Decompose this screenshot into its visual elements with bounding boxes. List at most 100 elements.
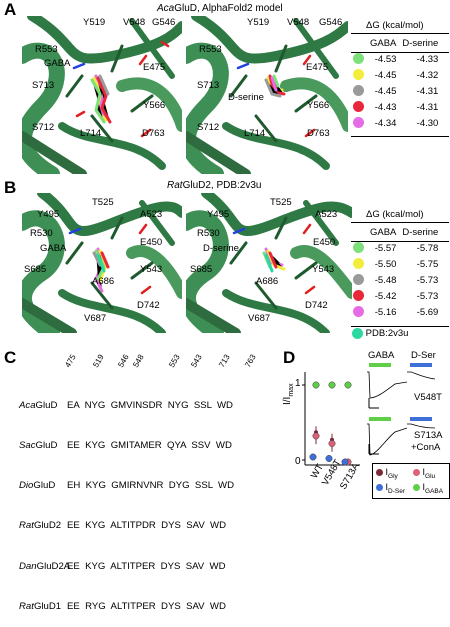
panel-a-left-label: GABA (44, 58, 71, 69)
data-point-id-ser (325, 455, 333, 462)
panel-a-left-label: Y566 (143, 100, 166, 111)
panel-a-right-label: D-serine (228, 92, 264, 103)
panel-a-title: AcaGluD, AlphaFold2 model (157, 3, 283, 14)
panel-b-left-label: D742 (137, 300, 160, 311)
position-label: 546 (116, 352, 131, 369)
panel-b-letter: B (4, 178, 17, 197)
panel-b-left-label: T525 (92, 197, 114, 208)
pdb-legend: PDB:2v3u (352, 328, 408, 339)
panel-a-right-label: G546 (319, 17, 343, 28)
panel-b-right-label: R530 (197, 228, 220, 239)
panel-a-dg-header: ΔG (kcal/mol) (366, 20, 424, 31)
legend-item: IGly (376, 467, 398, 480)
panel-b-left-label: Y495 (37, 209, 60, 220)
position-label: 543 (189, 352, 204, 369)
panel-a-right-label: L714 (244, 128, 266, 139)
color-dot (353, 69, 364, 81)
sequence-row: SacGluD EE KYG GMITAMER QYA SSV WD (19, 440, 232, 452)
current-traces (367, 363, 436, 456)
panel-b-right-label: D-serine (203, 243, 239, 254)
panel-a-left-structure (22, 16, 182, 174)
panel-b-left-label: S685 (24, 264, 47, 275)
panel-b-left-label: GABA (40, 243, 67, 254)
y-tick-label: 0 (295, 456, 301, 467)
position-label: 713 (217, 352, 232, 369)
panel-b-right-label: A523 (315, 209, 338, 220)
panel-a-left-label: G546 (152, 17, 176, 28)
sequence-row: RatGluD2 EE KYG ALTITPDR DYS SAV WD (19, 520, 227, 532)
y-tick-label: 1 (295, 378, 301, 389)
panel-a-right-label: D763 (307, 128, 330, 139)
col-dser: D-serine (402, 37, 439, 49)
panel-b-right-label: Y495 (207, 209, 230, 220)
legend-item: IGABA (413, 482, 443, 495)
data-point-id-ser (309, 453, 317, 461)
panel-a-left-label: Y519 (83, 17, 106, 28)
chart-legend: IGly IGlu ID-Ser IGABA (372, 463, 450, 499)
position-label: 519 (91, 352, 106, 369)
color-dot (353, 306, 364, 318)
panel-b-left-label: R530 (30, 228, 53, 239)
color-dot (352, 328, 363, 339)
position-label: 553 (167, 352, 182, 369)
panel-b-right-label: E450 (313, 237, 336, 248)
panel-b-dg-header: ΔG (kcal/mol) (366, 209, 424, 220)
panel-a-left-label: V548 (123, 17, 146, 28)
y-axis-label: I/Imax (282, 383, 295, 405)
color-dot (353, 85, 364, 97)
data-point-iglu (328, 440, 336, 447)
position-label: 763 (243, 352, 258, 369)
panel-b-left-label: Y543 (140, 264, 163, 275)
sequence-row: RatGluD1 EE RYG ALTITPER DYS SAV WD (19, 600, 226, 612)
protein-structure-image (22, 193, 182, 333)
protein-structure-image (22, 16, 182, 174)
sequence-row: DioGluD EH KYG GMIRNVNR DYG SSL WD (19, 480, 235, 492)
color-dot (353, 274, 364, 286)
protein-structure-image (186, 16, 348, 174)
pdb-label: PDB:2v3u (365, 328, 409, 340)
panel-b-right-structure (186, 193, 352, 333)
color-dot (353, 53, 364, 65)
panel-b-right-label: V687 (248, 313, 271, 324)
panel-b-left-label: A523 (140, 209, 163, 220)
panel-a-left-label: R553 (35, 44, 58, 55)
color-dot (353, 101, 364, 113)
panel-b-left-label: A686 (92, 276, 115, 287)
trace-label-dser: D-Ser (411, 350, 436, 361)
col-dser: D-serine (402, 226, 439, 238)
data-point-igaba (328, 381, 336, 389)
panel-b-dg-table: GABA D-serine -5.57 -5.78 -5.50 -5.75 -5.4… (350, 224, 441, 320)
panel-b-left-label: V687 (84, 313, 107, 324)
panel-b-right-label: T525 (270, 197, 292, 208)
position-label: 475 (63, 352, 78, 369)
current-chart (302, 372, 360, 466)
panel-a-left-label: E475 (143, 62, 166, 73)
panel-a-right-label: S713 (197, 80, 220, 91)
protein-structure-image (186, 193, 352, 333)
data-point-iglu (312, 432, 320, 440)
data-point-igaba (344, 381, 352, 389)
panel-d-letter: D (283, 348, 296, 367)
trace-label-gaba: GABA (368, 350, 395, 361)
col-gaba: GABA (370, 37, 397, 49)
position-label: 548 (131, 352, 146, 369)
panel-a-right-label: Y566 (307, 100, 330, 111)
data-point-id-ser (341, 458, 349, 466)
color-dot (353, 290, 364, 302)
panel-b-right-label: Y543 (312, 264, 335, 275)
panel-a-right-label: R553 (199, 44, 222, 55)
panel-b-title: RatGluD2, PDB:2v3u (167, 180, 262, 191)
panel-a-left-label: S713 (32, 80, 55, 91)
panel-b-right-label: S685 (190, 264, 213, 275)
panel-b-left-structure (22, 193, 182, 333)
panel-a-right-label: V548 (287, 17, 310, 28)
panel-a-left-label: D763 (142, 128, 165, 139)
color-dot (353, 258, 364, 270)
sequence-alignment: AcaGluD EA NYG GMVINSDR NYG SSL WD SacGlu… (19, 372, 234, 627)
color-dot (353, 242, 364, 254)
panel-c-letter: C (4, 348, 17, 367)
panel-a-left-label: L714 (80, 128, 102, 139)
panel-a-left-label: S712 (32, 122, 55, 133)
legend-item: IGlu (413, 467, 435, 480)
panel-a-right-structure (186, 16, 348, 174)
